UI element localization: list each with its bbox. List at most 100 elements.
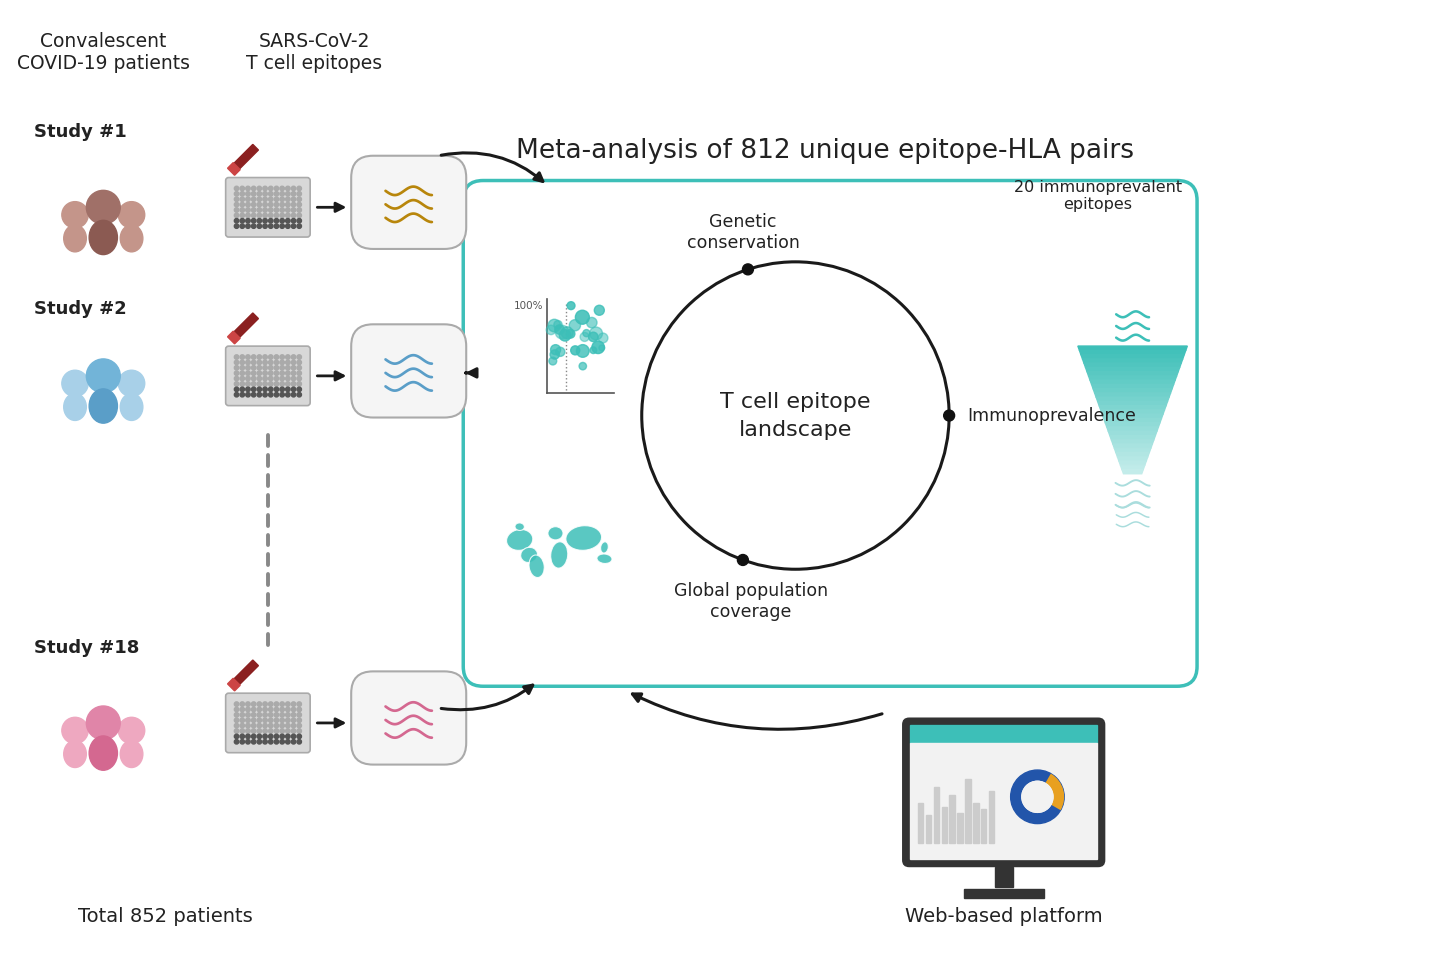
Circle shape <box>268 718 274 722</box>
Polygon shape <box>1083 359 1182 363</box>
Circle shape <box>291 718 295 722</box>
Text: Immunoprevalence: Immunoprevalence <box>968 407 1136 425</box>
Polygon shape <box>1100 409 1165 414</box>
Polygon shape <box>1094 393 1171 397</box>
Text: Total 852 patients: Total 852 patients <box>78 907 253 925</box>
Circle shape <box>291 713 295 717</box>
Circle shape <box>297 219 301 223</box>
Circle shape <box>240 387 245 391</box>
Polygon shape <box>1103 418 1162 423</box>
Circle shape <box>268 355 274 360</box>
Circle shape <box>595 305 605 316</box>
FancyBboxPatch shape <box>226 346 310 406</box>
Circle shape <box>285 223 289 228</box>
Polygon shape <box>1087 371 1178 376</box>
Circle shape <box>569 319 580 331</box>
Circle shape <box>240 702 245 707</box>
Circle shape <box>579 363 586 370</box>
Circle shape <box>246 365 251 370</box>
Circle shape <box>274 223 279 228</box>
Circle shape <box>246 735 251 738</box>
Circle shape <box>264 365 268 370</box>
Circle shape <box>274 355 279 360</box>
Circle shape <box>252 355 256 360</box>
Circle shape <box>285 202 289 207</box>
Ellipse shape <box>63 740 86 767</box>
Circle shape <box>246 718 251 722</box>
Circle shape <box>268 213 274 218</box>
Circle shape <box>252 197 256 201</box>
Ellipse shape <box>63 393 86 420</box>
Circle shape <box>235 713 239 717</box>
Circle shape <box>291 739 295 744</box>
Circle shape <box>274 365 279 370</box>
Circle shape <box>62 201 88 228</box>
Circle shape <box>258 713 262 717</box>
Circle shape <box>291 392 295 397</box>
Circle shape <box>274 197 279 201</box>
Circle shape <box>246 192 251 196</box>
Circle shape <box>274 192 279 196</box>
Circle shape <box>62 370 88 397</box>
Circle shape <box>268 361 274 364</box>
Circle shape <box>285 208 289 212</box>
Circle shape <box>291 382 295 386</box>
Circle shape <box>562 327 573 339</box>
Bar <box>910 725 1097 743</box>
Circle shape <box>274 702 279 707</box>
Circle shape <box>258 197 262 201</box>
Circle shape <box>264 382 268 386</box>
Circle shape <box>246 361 251 364</box>
Circle shape <box>258 192 262 196</box>
Bar <box>965 779 971 843</box>
Circle shape <box>297 739 301 744</box>
Circle shape <box>252 729 256 734</box>
Circle shape <box>252 208 256 212</box>
Circle shape <box>279 213 284 218</box>
Circle shape <box>264 392 268 397</box>
Circle shape <box>264 213 268 218</box>
Circle shape <box>291 723 295 728</box>
Polygon shape <box>1119 461 1146 465</box>
Circle shape <box>274 219 279 223</box>
Circle shape <box>252 387 256 391</box>
Text: Web-based platform: Web-based platform <box>904 907 1103 925</box>
Circle shape <box>279 723 284 728</box>
Circle shape <box>235 197 239 201</box>
Polygon shape <box>1079 346 1188 350</box>
Circle shape <box>291 197 295 201</box>
Circle shape <box>240 208 245 212</box>
Circle shape <box>252 702 256 707</box>
FancyArrowPatch shape <box>317 719 343 727</box>
Circle shape <box>258 735 262 738</box>
Text: Study #2: Study #2 <box>35 299 127 317</box>
Circle shape <box>268 371 274 375</box>
Polygon shape <box>1122 470 1143 474</box>
Circle shape <box>258 355 262 360</box>
FancyBboxPatch shape <box>901 717 1106 867</box>
Circle shape <box>258 361 262 364</box>
Bar <box>989 791 994 843</box>
Circle shape <box>235 723 239 728</box>
Circle shape <box>279 376 284 381</box>
Bar <box>926 815 932 843</box>
Circle shape <box>240 202 245 207</box>
Circle shape <box>279 729 284 734</box>
Circle shape <box>240 186 245 191</box>
Bar <box>995 867 1012 887</box>
Circle shape <box>264 192 268 196</box>
Circle shape <box>274 371 279 375</box>
Circle shape <box>258 702 262 707</box>
Circle shape <box>570 346 580 355</box>
Circle shape <box>240 192 245 196</box>
Ellipse shape <box>521 548 537 563</box>
Polygon shape <box>1102 414 1164 418</box>
FancyArrowPatch shape <box>441 152 543 181</box>
Circle shape <box>258 376 262 381</box>
Circle shape <box>268 223 274 228</box>
Circle shape <box>235 718 239 722</box>
Circle shape <box>62 717 88 743</box>
Circle shape <box>240 707 245 712</box>
Circle shape <box>240 392 245 397</box>
Circle shape <box>246 723 251 728</box>
